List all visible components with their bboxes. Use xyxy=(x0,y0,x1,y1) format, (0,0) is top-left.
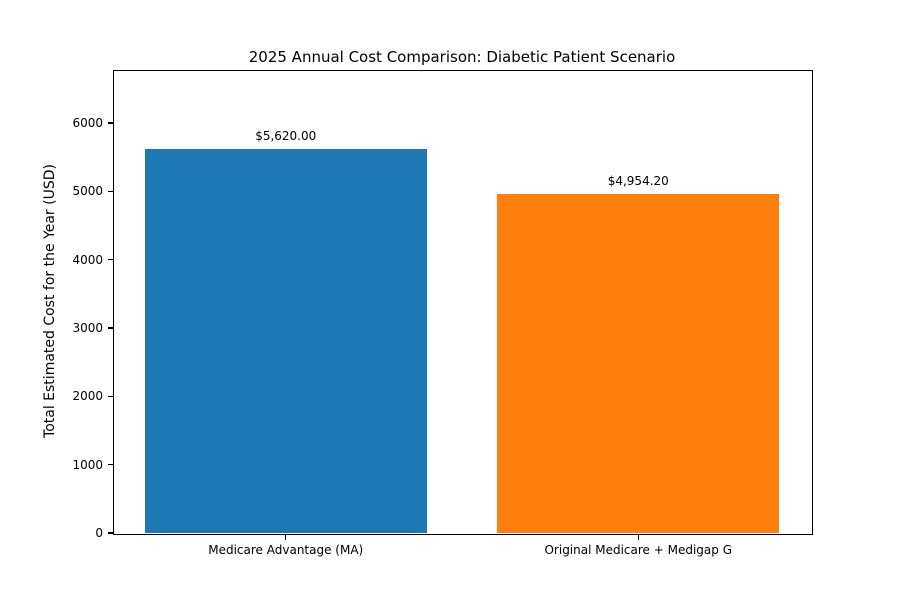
x-tick-label: Original Medicare + Medigap G xyxy=(544,543,733,557)
x-tick-mark xyxy=(284,534,287,540)
y-axis-label: Total Estimated Cost for the Year (USD) xyxy=(42,164,58,438)
y-tick-mark xyxy=(108,258,113,261)
y-tick-mark xyxy=(108,395,113,398)
y-tick-mark xyxy=(108,190,113,193)
chart-title: 2025 Annual Cost Comparison: Diabetic Pa… xyxy=(248,48,676,66)
y-tick-label: 4000 xyxy=(72,252,103,267)
y-tick-label: 0 xyxy=(95,526,103,540)
x-tick-mark xyxy=(637,534,639,540)
y-tick-label: 1000 xyxy=(72,457,103,472)
y-tick-mark xyxy=(108,122,113,124)
y-tick-label: 2000 xyxy=(72,389,103,404)
y-tick-mark xyxy=(108,463,113,466)
bar-value-label: $5,620.00 xyxy=(255,128,317,143)
y-tick-mark xyxy=(108,327,113,329)
bar-value-label: $4,954.20 xyxy=(607,174,669,189)
y-tick-mark xyxy=(108,532,113,534)
y-tick-label: 3000 xyxy=(72,321,103,335)
x-tick-label: Medicare Advantage (MA) xyxy=(208,543,364,557)
bar xyxy=(144,148,427,533)
y-tick-label: 6000 xyxy=(72,116,103,131)
y-tick-label: 5000 xyxy=(72,184,103,199)
bar xyxy=(497,194,780,533)
